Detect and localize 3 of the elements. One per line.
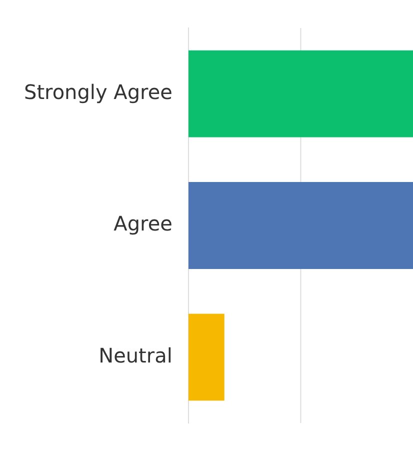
y-tick-label: Neutral: [98, 343, 172, 368]
y-tick-label: Strongly Agree: [24, 80, 172, 104]
y-tick-label: Agree: [114, 212, 172, 236]
